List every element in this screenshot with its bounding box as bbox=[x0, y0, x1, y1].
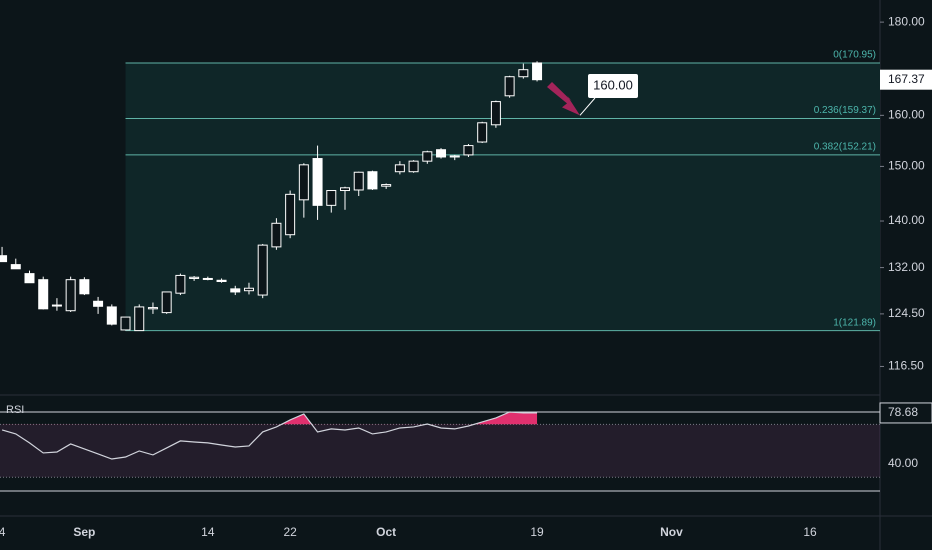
candle-body bbox=[79, 279, 90, 295]
rsi-label-box bbox=[879, 402, 932, 424]
candle-body bbox=[436, 149, 447, 158]
fib-label: 0(170.95) bbox=[833, 50, 876, 61]
candle-body bbox=[38, 279, 49, 310]
fib-zone bbox=[125, 62, 881, 331]
candle-body bbox=[65, 279, 76, 312]
candle-body bbox=[147, 307, 158, 310]
rsi-pane: RSI bbox=[0, 404, 880, 492]
rsi-overbought bbox=[281, 412, 538, 425]
candle-body bbox=[0, 255, 8, 263]
candle-body bbox=[490, 101, 501, 126]
x-tick-label: Oct bbox=[376, 525, 396, 539]
candle-body bbox=[518, 69, 529, 78]
candle-body bbox=[504, 76, 515, 97]
candle-body bbox=[353, 171, 364, 191]
candle-body bbox=[449, 155, 460, 158]
price-label-box bbox=[880, 69, 932, 90]
candle-body bbox=[408, 160, 419, 173]
candle-body bbox=[271, 222, 282, 248]
x-tick-label: Sep bbox=[73, 525, 95, 539]
candle-body bbox=[161, 291, 172, 314]
y-tick-label: 140.00 bbox=[888, 213, 925, 227]
candle-body bbox=[120, 316, 131, 331]
candle-body bbox=[134, 306, 145, 332]
y-tick-label: 132.00 bbox=[888, 260, 925, 274]
y-tick-label: 116.50 bbox=[888, 359, 924, 373]
candle-body bbox=[230, 288, 241, 293]
candle-body bbox=[285, 193, 296, 236]
y-tick-label: 124.50 bbox=[888, 306, 925, 320]
y-tick-label: 40.00 bbox=[888, 456, 918, 470]
candle-body bbox=[106, 306, 117, 325]
annotation-box bbox=[588, 74, 638, 98]
candle-body bbox=[51, 304, 62, 307]
x-tick-label: 22 bbox=[283, 525, 297, 539]
y-tick-label: 160.00 bbox=[888, 108, 925, 122]
rsi-title: RSI bbox=[6, 404, 24, 416]
candle-body bbox=[93, 300, 104, 307]
candle-body bbox=[463, 145, 474, 156]
x-tick-label: 16 bbox=[803, 525, 817, 539]
annotation-label: 160.00 bbox=[593, 77, 633, 92]
rsi-band bbox=[0, 424, 880, 478]
y-tick-label: 150.00 bbox=[888, 159, 925, 173]
x-tick-label: 19 bbox=[530, 525, 544, 539]
rsi-value-label: 78.68 bbox=[888, 405, 918, 419]
y-tick-label: 180.00 bbox=[888, 14, 925, 28]
candle-body bbox=[175, 274, 186, 294]
candle-body bbox=[532, 62, 543, 81]
candle-body bbox=[189, 276, 200, 279]
fib-label: 0.236(159.37) bbox=[814, 105, 876, 116]
candle-body bbox=[394, 164, 405, 173]
axes: 4 Sep 14 22 Oct 19 Nov 16 116.50 124.50 132.00 140.… bbox=[0, 14, 932, 539]
candle-body bbox=[477, 122, 488, 143]
annotation-arrow bbox=[547, 82, 580, 116]
x-tick-label: 14 bbox=[201, 525, 215, 539]
candle-body bbox=[257, 244, 268, 296]
candle-body bbox=[298, 164, 309, 201]
candle-body bbox=[202, 277, 213, 280]
candle-body bbox=[243, 287, 254, 292]
x-tick-label: Nov bbox=[660, 525, 683, 539]
candle-body bbox=[24, 273, 35, 284]
price-label: 167.37 bbox=[888, 72, 925, 86]
candle-body bbox=[422, 151, 433, 162]
fib-label: 1(121.89) bbox=[833, 317, 876, 328]
candle-body bbox=[10, 264, 21, 270]
candle-body bbox=[340, 187, 351, 192]
fib-label: 0.382(152.21) bbox=[814, 141, 876, 152]
annotation-pointer bbox=[579, 97, 596, 116]
candle-body bbox=[367, 171, 378, 190]
x-tick-label: 4 bbox=[0, 525, 6, 539]
candle-body bbox=[381, 184, 392, 187]
rsi-line bbox=[1, 411, 538, 460]
candle-body bbox=[326, 190, 337, 206]
candle-body bbox=[312, 158, 323, 206]
price-pane: 0(170.95) 0.236(159.37) 0.382(152.21) 1(121… bbox=[0, 50, 881, 332]
candle-body bbox=[216, 279, 227, 283]
